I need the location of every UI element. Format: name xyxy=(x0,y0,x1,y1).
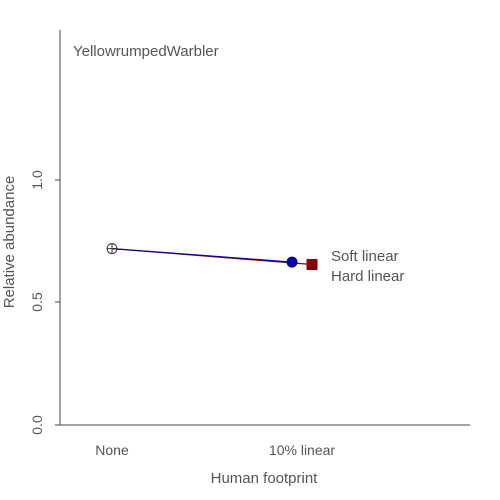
x-axis-label: Human footprint xyxy=(211,470,319,487)
y-tick-label-0-5: 0.5 xyxy=(29,292,45,312)
x-tick-label-10pct-linear: 10% linear xyxy=(269,442,335,458)
hard-linear-point xyxy=(306,259,318,271)
x-tick-label-none: None xyxy=(95,442,129,458)
y-tick-label-1: 1.0 xyxy=(29,170,45,190)
y-tick-label-0: 0.0 xyxy=(29,415,45,435)
hard-linear-label: Hard linear xyxy=(331,268,404,285)
soft-linear-line xyxy=(111,248,293,263)
soft-linear-point xyxy=(286,256,298,268)
chart-title: YellowrumpedWarbler xyxy=(73,43,219,60)
soft-linear-label: Soft linear xyxy=(331,248,399,265)
y-axis-label: Relative abundance xyxy=(1,176,18,309)
